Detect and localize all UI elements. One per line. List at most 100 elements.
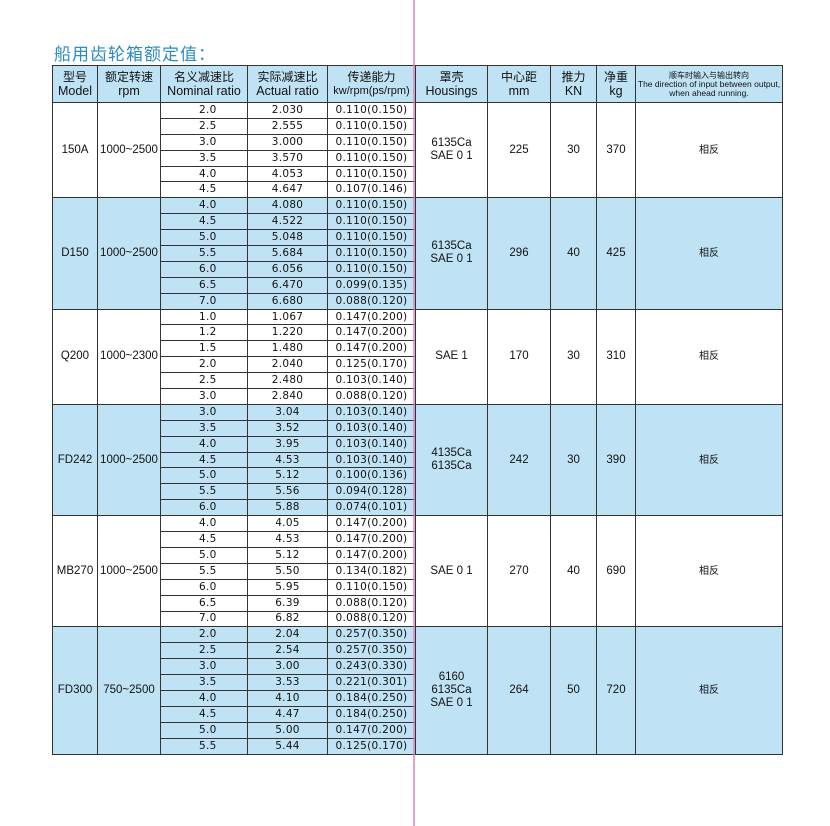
actual-ratio-cell: 5.684 <box>247 245 328 262</box>
nominal-ratio-cell: 4.5 <box>160 531 248 548</box>
nominal-ratio-cell: 2.0 <box>160 626 248 644</box>
nominal-ratio-cell: 6.0 <box>160 260 248 278</box>
nominal-ratio-cell: 4.5 <box>160 705 248 723</box>
table-row: 3.5 3.53 0.221(0.301) <box>53 674 783 691</box>
table-row: 3.5 3.570 0.110(0.150) <box>53 149 783 167</box>
power-cell: 0.103(0.140) <box>327 419 416 437</box>
housing-value: SAE 1 <box>435 350 468 363</box>
power-cell: 0.100(0.136) <box>327 467 416 485</box>
actual-ratio-cell: 5.44 <box>247 737 328 755</box>
thrust-cell: 30 <box>550 403 597 517</box>
actual-ratio-cell: 4.080 <box>247 197 328 215</box>
nominal-ratio-cell: 7.0 <box>160 292 248 310</box>
power-cell: 0.110(0.150) <box>327 102 416 119</box>
power-cell: 0.110(0.150) <box>327 260 416 278</box>
weight-cell: 310 <box>596 308 636 405</box>
power-cell: 0.257(0.350) <box>327 642 416 660</box>
nominal-ratio-cell: 3.5 <box>160 674 248 691</box>
power-cell: 0.103(0.140) <box>327 451 416 469</box>
table-row: 1.2 1.220 0.147(0.200) <box>53 324 783 342</box>
table-row: MB270 1000~2500 4.0 4.05 0.147(0.200) SAE 0 1… <box>52 515 783 628</box>
table-row: 3.5 3.52 0.103(0.140) <box>53 419 783 437</box>
nominal-ratio-cell: 4.5 <box>160 451 248 469</box>
power-cell: 0.110(0.150) <box>327 213 416 231</box>
power-cell: 0.110(0.150) <box>327 117 416 135</box>
nominal-ratio-cell: 5.0 <box>160 721 248 739</box>
power-cell: 0.088(0.120) <box>327 292 416 310</box>
actual-ratio-cell: 5.00 <box>247 721 328 739</box>
nominal-ratio-cell: 2.5 <box>160 642 248 660</box>
power-cell: 0.243(0.330) <box>327 658 416 676</box>
table-row: 4.0 4.10 0.184(0.250) <box>53 689 783 707</box>
nominal-ratio-cell: 4.5 <box>160 181 248 199</box>
nominal-ratio-cell: 4.5 <box>160 213 248 231</box>
table-row: 5.0 5.00 0.147(0.200) <box>53 721 783 739</box>
actual-ratio-cell: 4.10 <box>247 689 328 707</box>
table-row: FD300 750~2500 2.0 2.04 0.257(0.350) 6160 6135… <box>52 626 783 755</box>
model-cell: 150A <box>52 101 98 199</box>
power-cell: 0.074(0.101) <box>327 499 416 517</box>
model-cell: Q200 <box>52 308 98 405</box>
housing-value: 6135Ca <box>431 240 472 253</box>
nominal-ratio-cell: 3.5 <box>160 419 248 437</box>
table-row: 5.0 5.12 0.147(0.200) <box>53 546 783 564</box>
housings-cell: 6160 6135Ca SAE 0 1 <box>415 626 488 755</box>
table-row: D150 1000~2500 4.0 4.080 0.110(0.150) 6135Ca S… <box>52 197 783 310</box>
housing-value: 4135Ca <box>431 447 472 460</box>
table-row: 1.5 1.480 0.147(0.200) <box>53 340 783 358</box>
power-cell: 0.110(0.150) <box>327 578 416 596</box>
nominal-ratio-cell: 3.0 <box>160 403 248 421</box>
actual-ratio-cell: 4.647 <box>247 181 328 199</box>
table-body: 150A 1000~2500 2.0 2.030 0.110(0.150) 6135Ca S… <box>52 101 783 755</box>
power-cell: 0.125(0.170) <box>327 356 416 374</box>
thrust-cell: 40 <box>550 197 597 310</box>
header-thrust: 推力 KN <box>550 65 597 103</box>
housing-value: SAE 0 1 <box>430 150 473 163</box>
table-row: 2.5 2.555 0.110(0.150) <box>53 117 783 135</box>
nominal-ratio-cell: 5.5 <box>160 562 248 580</box>
thrust-cell: 30 <box>550 101 597 199</box>
table-row: 2.5 2.54 0.257(0.350) <box>53 642 783 660</box>
actual-ratio-cell: 4.47 <box>247 705 328 723</box>
power-cell: 0.147(0.200) <box>327 531 416 548</box>
table-row: 150A 1000~2500 2.0 2.030 0.110(0.150) 6135Ca S… <box>52 101 783 199</box>
actual-ratio-cell: 5.95 <box>247 578 328 596</box>
power-cell: 0.110(0.150) <box>327 149 416 167</box>
nominal-ratio-cell: 3.0 <box>160 388 248 405</box>
header-model: 型号 Model <box>52 65 98 103</box>
table-row: 5.0 5.048 0.110(0.150) <box>53 229 783 247</box>
actual-ratio-cell: 3.53 <box>247 674 328 691</box>
header-center-distance: 中心距 mm <box>487 65 551 103</box>
actual-ratio-cell: 5.048 <box>247 229 328 247</box>
housing-value: 6135Ca <box>431 137 472 150</box>
power-cell: 0.110(0.150) <box>327 197 416 215</box>
model-cell: FD242 <box>52 403 98 517</box>
actual-ratio-cell: 2.840 <box>247 388 328 405</box>
power-cell: 0.110(0.150) <box>327 229 416 247</box>
nominal-ratio-cell: 6.5 <box>160 594 248 612</box>
power-cell: 0.094(0.128) <box>327 483 416 501</box>
table-row: 5.5 5.44 0.125(0.170) <box>53 737 783 755</box>
nominal-ratio-cell: 5.0 <box>160 467 248 485</box>
table-row: 7.0 6.680 0.088(0.120) <box>53 292 783 310</box>
rpm-cell: 1000~2300 <box>97 308 161 405</box>
actual-ratio-cell: 1.067 <box>247 308 328 326</box>
actual-ratio-cell: 5.88 <box>247 499 328 517</box>
direction-cell: 相反 <box>635 403 783 517</box>
weight-cell: 370 <box>596 101 636 199</box>
actual-ratio-cell: 6.82 <box>247 610 328 628</box>
nominal-ratio-cell: 4.0 <box>160 165 248 183</box>
nominal-ratio-cell: 4.0 <box>160 435 248 453</box>
weight-cell: 390 <box>596 403 636 517</box>
center-distance-cell: 270 <box>487 515 551 628</box>
housings-cell: SAE 1 <box>415 308 488 405</box>
actual-ratio-cell: 6.39 <box>247 594 328 612</box>
power-cell: 0.110(0.150) <box>327 245 416 262</box>
actual-ratio-cell: 4.522 <box>247 213 328 231</box>
rpm-cell: 1000~2500 <box>97 101 161 199</box>
center-distance-cell: 242 <box>487 403 551 517</box>
nominal-ratio-cell: 5.0 <box>160 546 248 564</box>
power-cell: 0.088(0.120) <box>327 610 416 628</box>
thrust-cell: 40 <box>550 515 597 628</box>
actual-ratio-cell: 3.00 <box>247 658 328 676</box>
